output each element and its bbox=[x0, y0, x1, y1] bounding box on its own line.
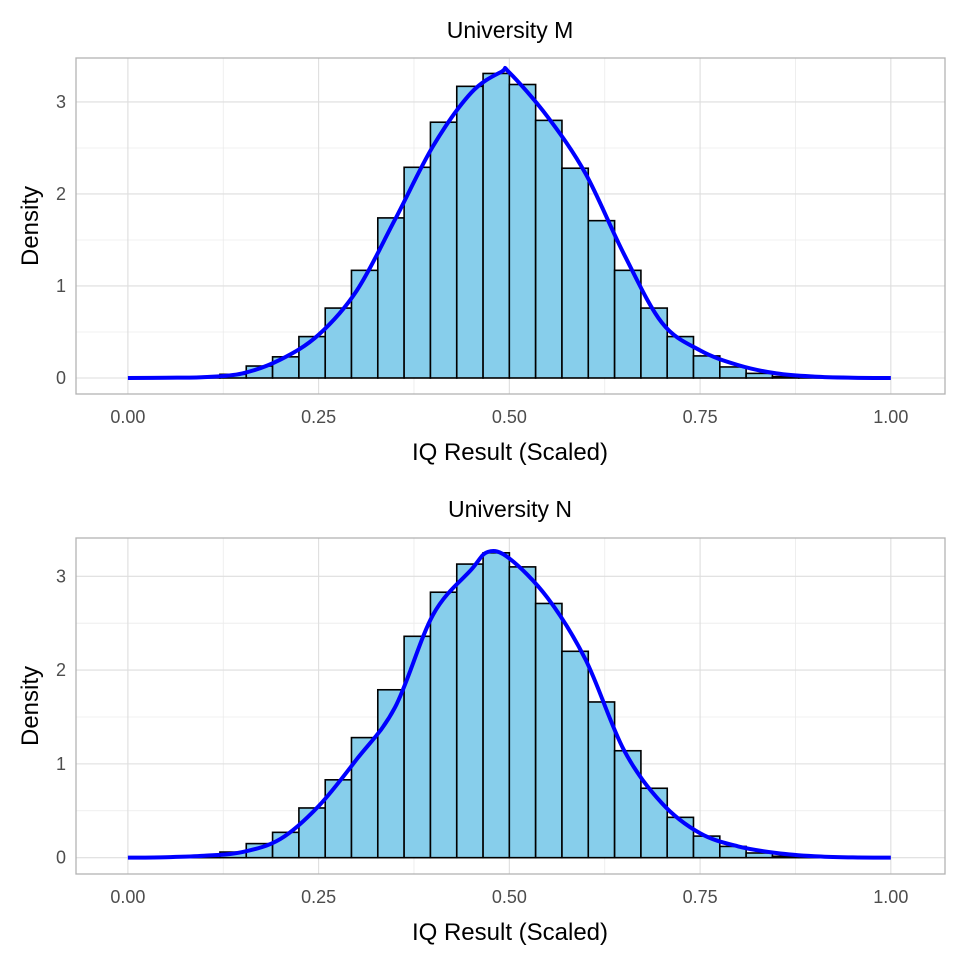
histogram-bar bbox=[640, 787, 669, 859]
x-axis-title: IQ Result (Scaled) bbox=[412, 919, 608, 946]
histogram-bar bbox=[561, 167, 590, 379]
x-tick-label: 0.25 bbox=[301, 407, 336, 427]
histogram-bar bbox=[587, 701, 616, 859]
histogram-bar bbox=[745, 372, 774, 379]
y-tick-label: 1 bbox=[56, 276, 66, 296]
density-curve bbox=[127, 65, 891, 380]
y-tick-label: 0 bbox=[56, 368, 66, 388]
y-tick-label: 2 bbox=[56, 660, 66, 680]
histogram-bar bbox=[403, 635, 432, 859]
panel-university-m: University M Density IQ Result (Scaled) … bbox=[17, 17, 946, 466]
panel-title: University N bbox=[448, 496, 572, 522]
y-axis-title: Density bbox=[17, 666, 44, 746]
histogram-bar bbox=[298, 807, 327, 859]
histogram-bar bbox=[455, 563, 484, 859]
histogram-bar bbox=[324, 307, 353, 379]
histogram-bar bbox=[534, 119, 563, 379]
histogram-bar bbox=[508, 83, 537, 379]
histogram-bar bbox=[561, 650, 590, 859]
y-tick-label: 0 bbox=[56, 848, 66, 868]
histogram-bar bbox=[719, 366, 747, 379]
x-tick-label: 0.00 bbox=[110, 887, 145, 907]
histogram-bars bbox=[166, 552, 826, 859]
histogram-bar bbox=[350, 269, 379, 379]
y-tick-label: 2 bbox=[56, 184, 66, 204]
histogram-bar bbox=[666, 816, 695, 859]
histogram-bar bbox=[429, 591, 458, 859]
histogram-bar bbox=[587, 219, 616, 379]
histogram-bar bbox=[745, 852, 774, 859]
histogram-bar bbox=[298, 335, 327, 379]
y-tick-label: 1 bbox=[56, 754, 66, 774]
histogram-bar bbox=[482, 552, 511, 859]
panel-border bbox=[75, 57, 946, 395]
histogram-bar bbox=[613, 269, 642, 379]
histogram-bar bbox=[613, 749, 642, 859]
panel-border bbox=[75, 537, 946, 875]
x-tick-label: 0.50 bbox=[492, 887, 527, 907]
y-tick-label: 3 bbox=[56, 566, 66, 586]
x-axis-title: IQ Result (Scaled) bbox=[412, 439, 608, 466]
x-tick-label: 1.00 bbox=[873, 407, 908, 427]
histogram-bar bbox=[640, 307, 669, 379]
histogram-bar bbox=[403, 166, 432, 379]
x-tick-label: 0.50 bbox=[492, 407, 527, 427]
x-tick-label: 0.75 bbox=[683, 407, 718, 427]
histogram-bar bbox=[482, 72, 511, 379]
x-tick-label: 0.00 bbox=[110, 407, 145, 427]
y-tick-label: 3 bbox=[56, 92, 66, 112]
x-tick-label: 0.25 bbox=[301, 887, 336, 907]
histogram-bar bbox=[508, 566, 537, 859]
histogram-bar bbox=[534, 602, 563, 859]
density-curve bbox=[127, 549, 891, 860]
histogram-bars bbox=[166, 72, 826, 379]
x-tick-label: 1.00 bbox=[873, 887, 908, 907]
x-tick-label: 0.75 bbox=[683, 887, 718, 907]
panel-university-n: University N Density IQ Result (Scaled) … bbox=[17, 496, 946, 946]
histogram-bar bbox=[455, 85, 484, 379]
histogram-bar bbox=[429, 121, 458, 379]
histogram-bar bbox=[350, 736, 379, 859]
panel-title: University M bbox=[447, 17, 574, 43]
y-axis-title: Density bbox=[17, 186, 44, 266]
